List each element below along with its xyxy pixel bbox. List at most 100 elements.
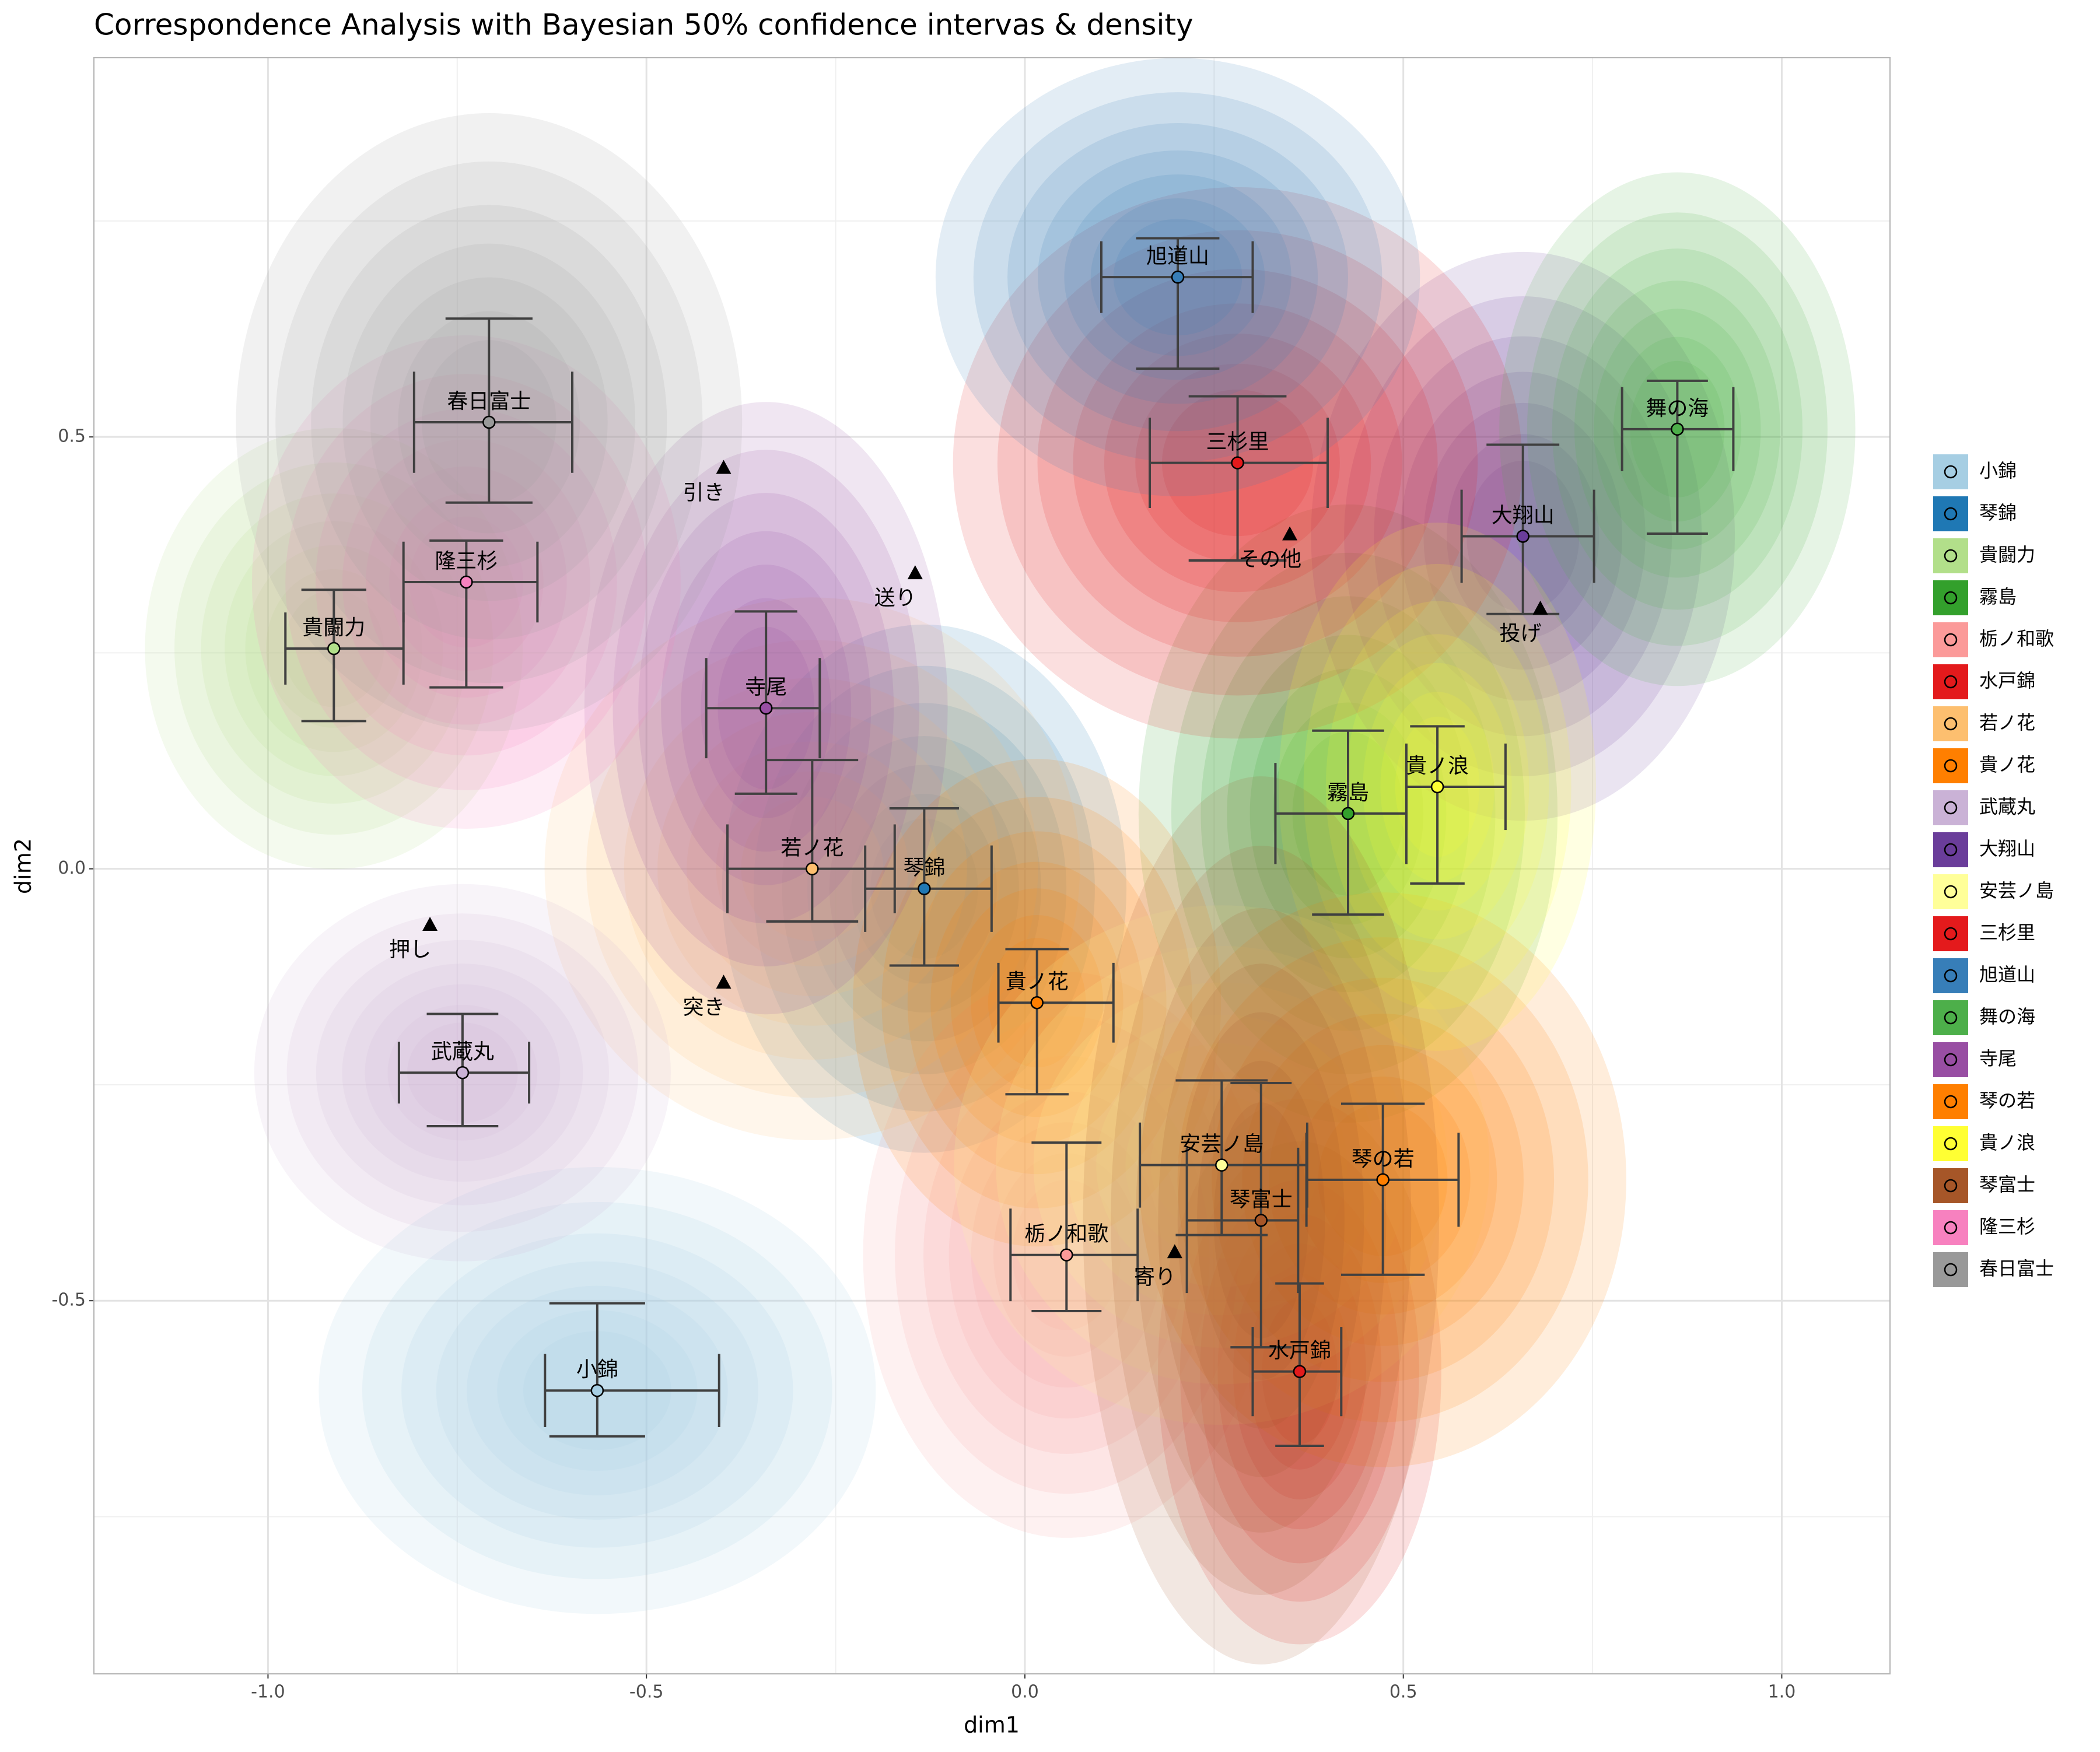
points <box>327 270 1684 1397</box>
y-error-bar <box>429 539 503 689</box>
point-label: 大翔山 <box>1492 503 1555 527</box>
legend-key <box>1932 1251 1969 1288</box>
point <box>806 862 819 875</box>
y-tick-label: -0.5 <box>51 1290 86 1311</box>
x-error-bar <box>997 962 1115 1043</box>
point-label: 貴ノ浪 <box>1406 754 1469 778</box>
column-label: 投げ <box>1500 622 1542 646</box>
legend-marker <box>1944 759 1958 773</box>
x-error-bar <box>284 612 405 685</box>
x-error-bar <box>544 1354 720 1427</box>
legend-key <box>1932 537 1969 574</box>
y-error-bar <box>1031 1141 1102 1312</box>
legend-marker <box>1944 549 1958 563</box>
column-label: 突き <box>683 996 725 1019</box>
legend-label: 貴ノ浪 <box>1979 1131 2035 1154</box>
legend-key <box>1932 747 1969 784</box>
column-point <box>1167 1244 1182 1259</box>
point <box>1376 1173 1390 1187</box>
point <box>1030 996 1044 1010</box>
point <box>759 701 773 715</box>
point <box>327 642 341 656</box>
point <box>918 882 931 895</box>
point-label: 貴闘力 <box>302 616 365 640</box>
legend-marker <box>1944 1095 1958 1109</box>
x-error-bar <box>1405 743 1507 831</box>
legend-label: 栃ノ和歌 <box>1979 628 2054 650</box>
point <box>1671 422 1684 436</box>
legend-label: 琴富士 <box>1979 1173 2035 1196</box>
legend-marker <box>1944 717 1958 731</box>
point <box>1231 456 1244 469</box>
x-tick-label: -0.5 <box>629 1682 664 1702</box>
x-axis-title: dim1 <box>964 1712 1020 1738</box>
point <box>1430 780 1444 794</box>
legend-key <box>1932 495 1969 532</box>
legend-marker <box>1944 801 1958 815</box>
legend-marker <box>1944 1179 1958 1193</box>
legend-label: 琴の若 <box>1979 1089 2035 1112</box>
legend-marker <box>1944 465 1958 479</box>
column-points <box>422 460 1548 1259</box>
point-label: 三杉里 <box>1206 430 1269 454</box>
y-error-bar <box>445 317 533 504</box>
legend-label: 武蔵丸 <box>1979 796 2035 818</box>
legend-key <box>1932 621 1969 658</box>
column-label: 送り <box>874 586 916 610</box>
y-error-bar <box>1646 379 1708 535</box>
legend-key <box>1932 1125 1969 1162</box>
column-point <box>1532 600 1548 615</box>
legend-key <box>1932 579 1969 616</box>
legend-marker <box>1944 591 1958 605</box>
point-label: 小錦 <box>576 1358 618 1382</box>
legend-marker <box>1944 1263 1958 1277</box>
point <box>590 1383 604 1397</box>
column-point <box>422 916 438 931</box>
legend-label: 水戸錦 <box>1979 670 2035 692</box>
y-error-bar <box>1410 725 1465 885</box>
point-label: 若ノ花 <box>780 836 844 860</box>
y-error-bar <box>766 759 859 923</box>
y-error-bar <box>1005 948 1069 1096</box>
point-label: 栃ノ和歌 <box>1024 1222 1108 1246</box>
column-point <box>1282 526 1298 541</box>
point-label: 春日富士 <box>447 390 531 414</box>
point <box>456 1066 470 1080</box>
legend-marker <box>1944 1011 1958 1025</box>
legend-marker <box>1944 675 1958 689</box>
legend-key <box>1932 1209 1969 1246</box>
y-error-bar <box>1340 1102 1425 1276</box>
legend-key <box>1932 873 1969 910</box>
legend-marker <box>1944 633 1958 647</box>
legend-key <box>1932 1167 1969 1204</box>
legend-label: 旭道山 <box>1979 963 2035 986</box>
x-tick-label: -1.0 <box>251 1682 285 1702</box>
point-label: 琴富士 <box>1230 1187 1293 1211</box>
y-error-bar <box>1312 729 1384 916</box>
x-error-bar <box>1185 1147 1300 1294</box>
point-label: 琴の若 <box>1352 1147 1415 1171</box>
point <box>1254 1214 1268 1227</box>
legend-marker <box>1944 1053 1958 1067</box>
legend-label: 貴闘力 <box>1979 544 2035 566</box>
x-tick-label: 0.0 <box>1011 1682 1039 1702</box>
legend-label: 若ノ花 <box>1979 712 2035 734</box>
point <box>1215 1158 1228 1172</box>
legend-label: 舞の海 <box>1979 1005 2035 1028</box>
y-error-bar <box>549 1302 645 1438</box>
legend-key <box>1932 915 1969 952</box>
y-tick-label: 0.0 <box>58 858 86 878</box>
legend-label: 安芸ノ島 <box>1979 879 2054 902</box>
y-axis-title: dim2 <box>10 838 36 894</box>
legend-label: 春日富士 <box>1979 1257 2054 1280</box>
y-tick-label: 0.5 <box>58 426 86 447</box>
point-label: 水戸錦 <box>1268 1339 1331 1363</box>
column-point <box>716 975 732 989</box>
legend-marker <box>1944 843 1958 857</box>
point-label: 旭道山 <box>1146 244 1209 268</box>
legend-key <box>1932 957 1969 994</box>
point-label: 貴ノ花 <box>1006 970 1069 994</box>
legend-key <box>1932 789 1969 826</box>
